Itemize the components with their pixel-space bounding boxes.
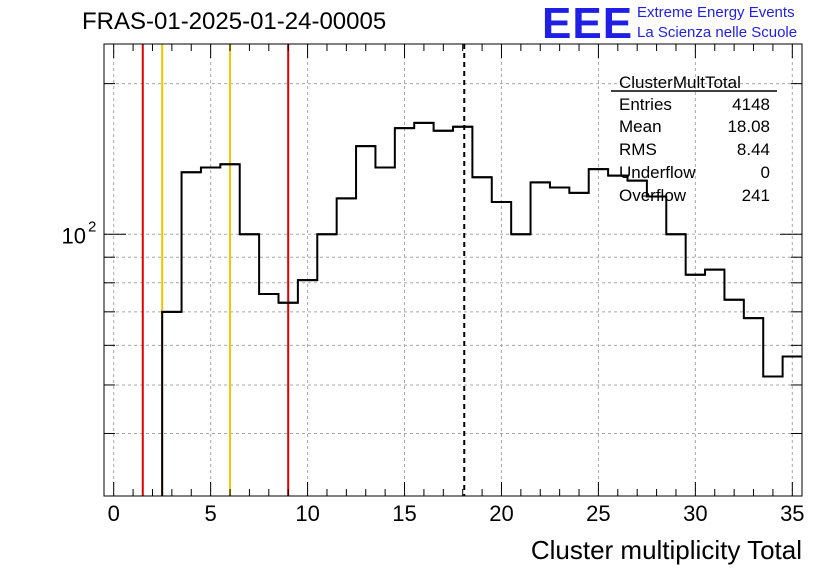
stats-label-underflow: Underflow: [619, 163, 696, 182]
stats-box-name: ClusterMultTotal: [619, 73, 741, 92]
grid-layer: [104, 44, 802, 497]
stats-label-rms: RMS: [619, 140, 657, 159]
eee-logo: EEE: [542, 0, 634, 48]
y-tick-label: 10: [62, 223, 86, 248]
stats-value-overflow: 241: [742, 186, 770, 205]
stats-label-overflow: Overflow: [619, 186, 687, 205]
logo-tagline-2: La Scienza nelle Scuole: [637, 24, 798, 41]
x-tick-label: 15: [392, 501, 416, 526]
x-tick-label: 10: [295, 501, 319, 526]
marker-lines: [141, 44, 466, 496]
y-tick-label-exponent: 2: [88, 218, 96, 235]
stats-box: ClusterMultTotal Entries 4148 Mean 18.08…: [611, 73, 777, 205]
x-tick-label: 5: [205, 501, 217, 526]
x-tick-label: 20: [489, 501, 513, 526]
stats-value-rms: 8.44: [737, 140, 770, 159]
histogram-series: [161, 121, 802, 496]
logo-tagline-1: Extreme Energy Events: [637, 4, 795, 21]
stats-label-mean: Mean: [619, 117, 662, 136]
stats-value-entries: 4148: [732, 95, 770, 114]
x-tick-label: 0: [108, 501, 120, 526]
plot-frame: [103, 43, 803, 497]
histogram-outline: [161, 121, 802, 496]
x-axis-label: Cluster multiplicity Total: [531, 535, 802, 565]
x-tick-label: 35: [780, 501, 804, 526]
stats-value-mean: 18.08: [727, 117, 770, 136]
x-tick-label: 25: [586, 501, 610, 526]
chart-title: FRAS-01-2025-01-24-00005: [82, 8, 387, 35]
x-tick-label: 30: [683, 501, 707, 526]
stats-value-underflow: 0: [761, 163, 770, 182]
stats-label-entries: Entries: [619, 95, 672, 114]
